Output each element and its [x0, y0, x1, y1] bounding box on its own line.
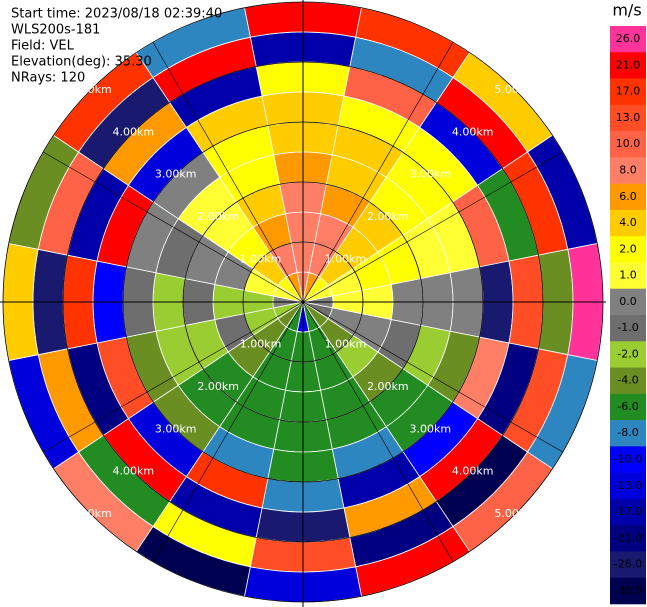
colorbar-label: 26.0 [616, 32, 641, 45]
range-ring-label: 1.00km [325, 253, 367, 266]
colorbar-label: 0.0 [619, 295, 637, 308]
colorbar-block [610, 104, 646, 132]
range-ring-label: 4.00km [113, 125, 155, 138]
range-ring-label: 2.00km [197, 380, 239, 393]
colorbar-block [610, 525, 646, 552]
colorbar-block [610, 236, 646, 263]
range-ring-label: 3.00km [409, 168, 451, 181]
colorbar-block [610, 183, 646, 211]
spoke [43, 151, 304, 303]
range-ring-label: 1.00km [240, 337, 282, 350]
colorbar-block [610, 52, 646, 79]
range-ring-label: 3.00km [409, 422, 451, 435]
spoke [302, 42, 454, 303]
range-ring [122, 121, 484, 483]
colorbar-block [610, 472, 646, 500]
colorbar-label: 1.0 [619, 269, 637, 282]
spoke [302, 301, 563, 453]
range-ring-label: 5.00km [494, 507, 536, 520]
colorbar-block [610, 78, 646, 106]
range-ring-label: 4.00km [452, 125, 494, 138]
colorbar-label: 6.0 [619, 190, 637, 203]
colorbar-block [610, 420, 646, 447]
range-ring-label: 4.00km [113, 465, 155, 478]
colorbar-block [610, 341, 646, 368]
colorbar-label: -13.0 [614, 479, 642, 492]
range-ring-label: 2.00km [367, 210, 409, 223]
colorbar-label: 2.0 [619, 242, 637, 255]
colorbar-block [610, 209, 646, 237]
spoke [43, 301, 304, 453]
colorbar-label: 8.0 [619, 164, 637, 177]
range-ring-label: 2.00km [367, 380, 409, 393]
colorbar-block [610, 498, 646, 526]
colorbar-label: -17.0 [614, 505, 642, 518]
range-ring-label: 3.00km [155, 422, 197, 435]
colorbar-block [610, 393, 646, 421]
header-line: WLS200s-181 [11, 23, 100, 38]
spoke [152, 42, 304, 303]
colorbar-label: -4.0 [617, 374, 638, 387]
colorbar-label: 21.0 [616, 58, 641, 71]
header-line: Field: VEL [11, 39, 75, 54]
range-ring-label: 3.00km [155, 168, 197, 181]
colorbar-label: -6.0 [617, 400, 638, 413]
colorbar-block [610, 157, 646, 184]
colorbar-block [610, 262, 646, 290]
colorbar-block [610, 288, 646, 316]
range-ring-label: 5.00km [70, 83, 112, 96]
colorbar-title: m/s [612, 1, 641, 20]
colorbar-block [610, 551, 646, 579]
colorbar-block [610, 577, 646, 605]
range-ring [62, 61, 544, 543]
header-line: NRays: 120 [11, 71, 85, 86]
range-ring [182, 181, 424, 423]
colorbar-block [610, 367, 646, 395]
colorbar: 26.0 21.0 17.0 13.0 10.0 8.0 6.0 4.0 2.0 1.0 0.0 -1… [610, 26, 646, 605]
range-ring [2, 1, 604, 603]
overlay: 1.00km 1.00km 1.00km 1.00km 2.00km 2.00km 2.00… [0, 0, 606, 607]
colorbar-block [610, 315, 646, 342]
header-line: Start time: 2023/08/18 02:39:40 [11, 7, 222, 22]
spoke [302, 151, 563, 303]
range-ring-label: 5.00km [494, 83, 536, 96]
colorbar-label: -10.0 [614, 453, 642, 466]
colorbar-block [610, 26, 646, 53]
colorbar-label: -26.0 [614, 558, 642, 571]
spoke [152, 301, 304, 562]
colorbar-label: 13.0 [616, 111, 641, 124]
range-ring-label: 5.00km [70, 507, 112, 520]
spoke [302, 301, 454, 562]
header-line: Elevation(deg): 35.30 [11, 55, 152, 70]
colorbar-label: -1.0 [617, 321, 638, 334]
colorbar-block [610, 131, 646, 158]
range-ring-label: 1.00km [325, 337, 367, 350]
colorbar-label: -30.0 [614, 584, 642, 597]
colorbar-label: -2.0 [617, 347, 638, 360]
colorbar-label: -21.0 [614, 531, 642, 544]
range-ring-label: 2.00km [197, 210, 239, 223]
range-ring [242, 241, 364, 363]
colorbar-block [610, 446, 646, 473]
colorbar-label: 17.0 [616, 85, 641, 98]
colorbar-label: 10.0 [616, 137, 641, 150]
colorbar-label: 4.0 [619, 216, 637, 229]
range-ring-label: 1.00km [240, 253, 282, 266]
range-ring-label: 4.00km [452, 465, 494, 478]
colorbar-label: -8.0 [617, 426, 638, 439]
